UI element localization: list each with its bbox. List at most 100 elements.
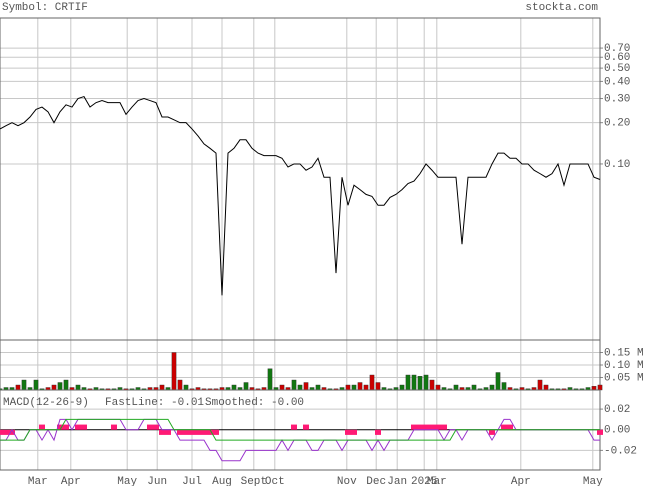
volume-bar xyxy=(417,376,423,391)
y-tick-label: 0.20 xyxy=(604,118,630,130)
volume-bar xyxy=(231,384,237,391)
volume-bar xyxy=(15,384,21,391)
y-tick-label: -0.02 xyxy=(604,445,637,457)
y-tick-label: 0.40 xyxy=(604,76,630,88)
histogram-bar xyxy=(63,424,69,430)
histogram-bar xyxy=(111,424,117,430)
histogram-bar xyxy=(291,424,297,430)
volume-bar xyxy=(543,384,549,391)
histogram-bar xyxy=(351,429,357,435)
y-tick-label: 0.15 M xyxy=(604,347,644,359)
volume-bar xyxy=(357,382,363,391)
x-tick-label: Sept xyxy=(241,476,267,486)
legend-entry: FastLine: -0.01 xyxy=(105,397,204,409)
y-tick-label: 0.10 xyxy=(604,159,630,171)
volume-bar xyxy=(471,384,477,391)
volume-bar xyxy=(423,374,429,391)
histogram-bar xyxy=(375,429,381,435)
histogram-bar xyxy=(57,424,63,430)
y-tick-label: 0.50 xyxy=(604,63,630,75)
histogram-bar xyxy=(165,429,171,435)
histogram-bar xyxy=(3,429,9,435)
x-tick-label: Jul xyxy=(182,476,202,486)
histogram-bar xyxy=(501,424,507,430)
volume-bar xyxy=(297,384,303,391)
volume-bar xyxy=(279,384,285,391)
volume-bar xyxy=(411,374,417,391)
volume-bar xyxy=(429,379,435,391)
histogram-bar xyxy=(345,429,351,435)
histogram-bar xyxy=(153,424,159,430)
x-tick-label: May xyxy=(117,476,137,486)
x-tick-label: Jan xyxy=(387,476,407,486)
volume-bar xyxy=(345,384,351,391)
histogram-bar xyxy=(429,424,435,430)
histogram-bar xyxy=(417,424,423,430)
volume-bar xyxy=(537,379,543,391)
histogram-bar xyxy=(81,424,87,430)
volume-bar xyxy=(57,382,63,391)
volume-bar xyxy=(267,368,273,391)
volume-bar xyxy=(315,384,321,391)
histogram-bar xyxy=(303,424,309,430)
volume-bar xyxy=(369,374,375,391)
histogram-bar xyxy=(0,429,3,435)
histogram-bar xyxy=(597,429,603,435)
histogram-bar xyxy=(441,424,447,430)
x-tick-label: Mar xyxy=(28,476,48,486)
volume-bar xyxy=(303,382,309,391)
volume-bar xyxy=(0,388,3,391)
volume-bar xyxy=(63,379,69,391)
x-tick-label: Apr xyxy=(61,476,81,486)
volume-bar xyxy=(243,382,249,391)
volume-bar xyxy=(75,384,81,391)
volume-bar xyxy=(501,382,507,391)
volume-bar xyxy=(399,384,405,391)
volume-bar xyxy=(435,384,441,391)
volume-bar xyxy=(453,384,459,391)
x-tick-label: Nov xyxy=(337,476,357,486)
histogram-bar xyxy=(189,429,195,435)
volume-bar xyxy=(363,384,369,391)
volume-bar xyxy=(405,374,411,391)
x-tick-label: Oct xyxy=(265,476,285,486)
volume-bar xyxy=(591,386,597,391)
histogram-bar xyxy=(183,429,189,435)
histogram-bar xyxy=(147,424,153,430)
volume-bar xyxy=(33,379,39,391)
y-tick-label: 0.60 xyxy=(604,52,630,64)
histogram-bar xyxy=(423,424,429,430)
histogram-bar xyxy=(207,429,213,435)
legend-entry: Smoothed: -0.00 xyxy=(205,397,304,409)
macd-line xyxy=(0,418,600,441)
volume-bar xyxy=(159,384,165,391)
y-tick-label: 0.30 xyxy=(604,93,630,105)
histogram-bar xyxy=(39,424,45,430)
volume-bar xyxy=(177,379,183,391)
histogram-bar xyxy=(489,429,495,435)
histogram-bar xyxy=(213,429,219,435)
histogram-bar xyxy=(507,424,513,430)
volume-bar xyxy=(21,379,27,391)
x-tick-label: Dec xyxy=(366,476,386,486)
histogram-bar xyxy=(177,429,183,435)
volume-bar xyxy=(171,352,177,391)
histogram-bar xyxy=(9,429,15,435)
histogram-bar xyxy=(195,429,201,435)
histogram-bar xyxy=(435,424,441,430)
y-tick-label: 0.00 xyxy=(604,425,630,437)
x-tick-label: Apr xyxy=(511,476,531,486)
histogram-bar xyxy=(159,429,165,435)
histogram-bar xyxy=(75,424,81,430)
symbol: Symbol: CRTIF xyxy=(2,2,88,14)
y-tick-label: 0.05 M xyxy=(604,372,644,384)
x-tick-label: Jun xyxy=(147,476,167,486)
volume-bar xyxy=(597,384,603,391)
price-line xyxy=(0,95,601,296)
volume-bar xyxy=(291,379,297,391)
x-tick-label: 2025 xyxy=(411,476,437,486)
volume-bar xyxy=(375,382,381,391)
histogram-bar xyxy=(201,429,207,435)
site: stockta.com xyxy=(525,2,598,14)
